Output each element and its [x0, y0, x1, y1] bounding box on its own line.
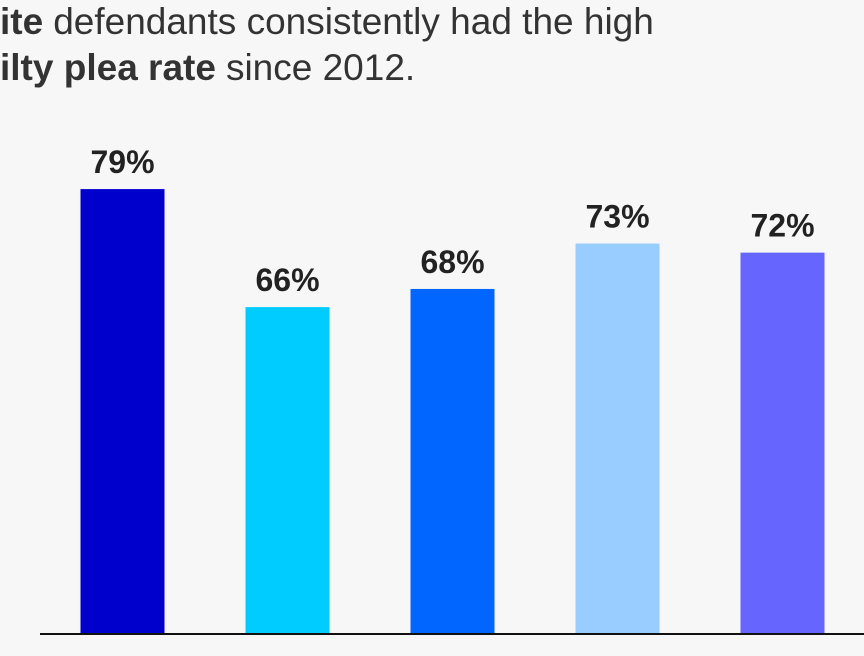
chart-title-line: ilty plea rate since 2012.	[0, 47, 415, 88]
chart-title-line: ite defendants consistently had the high	[0, 1, 654, 42]
value-label: 73%	[585, 199, 649, 235]
value-label: 68%	[420, 244, 484, 280]
value-label: 66%	[255, 262, 319, 298]
value-label: 72%	[750, 208, 814, 244]
bar	[575, 243, 660, 634]
bar	[80, 189, 165, 634]
bar	[410, 288, 495, 634]
bar	[245, 307, 330, 634]
title-part: ilty plea rate	[0, 47, 216, 88]
bar	[740, 252, 825, 634]
title-part: since 2012.	[226, 47, 415, 88]
title-part: defendants consistently had the high	[53, 1, 654, 42]
title-part: ite	[0, 1, 43, 42]
value-label: 79%	[90, 144, 154, 180]
